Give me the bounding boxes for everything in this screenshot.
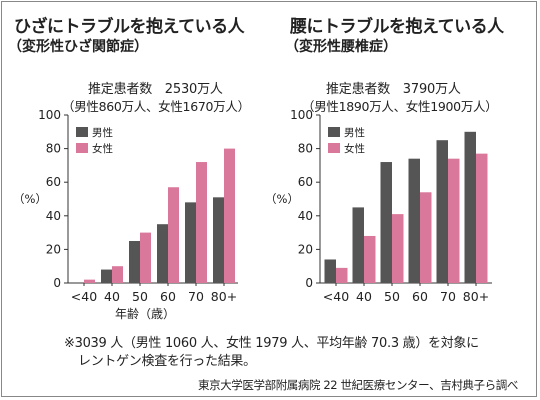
right-bar-male xyxy=(324,259,336,283)
right-y-tick-label: 80 xyxy=(298,142,313,156)
right-bar-female xyxy=(336,267,348,283)
right-bar-female xyxy=(364,235,376,283)
right-bar-male xyxy=(436,140,448,283)
right-bar-female xyxy=(392,214,404,283)
left-y-tick-label: 60 xyxy=(46,175,61,189)
right-x-tick-label: 80+ xyxy=(463,289,489,304)
left-bar-female xyxy=(224,148,235,283)
left-x-tick-label: 70 xyxy=(188,289,204,304)
right-bar-male xyxy=(352,207,364,283)
left-y-tick-label: 80 xyxy=(46,142,61,156)
left-bar-female xyxy=(196,162,207,283)
left-bar-male xyxy=(213,197,224,283)
right-x-tick-label: 60 xyxy=(412,289,428,304)
right-x-tick-label: 70 xyxy=(440,289,456,304)
note-line-2: レントゲン検査を行った結果。 xyxy=(78,354,256,369)
left-x-axis-label: 年齢（歳） xyxy=(115,306,175,321)
right-panel-title: 腰にトラブルを抱えている人 xyxy=(290,17,504,37)
right-bar-male xyxy=(380,162,392,283)
right-bar-female xyxy=(476,153,488,283)
left-breakdown-line: （男性860万人、女性1670万人） xyxy=(62,99,250,114)
right-y-tick-label: 100 xyxy=(290,108,313,122)
right-panel-subtitle: （変形性腰椎症） xyxy=(285,39,397,55)
left-y-tick-label: 20 xyxy=(46,242,61,256)
left-bar-male xyxy=(157,224,168,283)
left-bar-female xyxy=(168,187,179,283)
right-legend-label-male: 男性 xyxy=(344,126,365,139)
right-legend-label-female: 女性 xyxy=(344,142,365,155)
right-y-tick-label: 40 xyxy=(298,209,313,223)
left-x-tick-label: <40 xyxy=(71,289,97,304)
right-legend-swatch-male xyxy=(328,127,340,137)
left-bar-female xyxy=(140,232,151,283)
right-patients-line: 推定患者数 3790万人 xyxy=(326,82,461,97)
left-x-tick-label: 60 xyxy=(160,289,176,304)
left-legend-swatch-female xyxy=(76,143,88,153)
left-bar-male xyxy=(101,269,112,283)
left-y-tick-label: 100 xyxy=(38,108,61,122)
left-legend-label-male: 男性 xyxy=(92,126,113,139)
right-x-tick-label: <40 xyxy=(323,289,349,304)
right-breakdown-line: （男性1890万人、女性1900万人） xyxy=(302,99,498,114)
left-bar-male xyxy=(185,202,196,283)
left-y-axis-label: （%） xyxy=(13,192,47,206)
left-bar-male xyxy=(129,241,140,283)
right-y-tick-label: 60 xyxy=(298,175,313,189)
left-patients-line: 推定患者数 2530万人 xyxy=(88,82,223,97)
source-credit: 東京大学医学部附属病院 22 世紀医療センター、吉村典子ら調べ xyxy=(198,378,518,392)
left-y-tick-label: 0 xyxy=(53,276,61,290)
note-line-1: ※3039 人（男性 1060 人、女性 1979 人、平均年齢 70.3 歳）… xyxy=(64,336,479,351)
left-bar-female xyxy=(84,279,95,283)
left-panel-subtitle: （変形性ひざ関節症） xyxy=(8,39,148,55)
right-bar-male xyxy=(408,158,420,283)
left-x-tick-label: 40 xyxy=(104,289,120,304)
right-bar-female xyxy=(420,192,432,283)
left-y-tick-label: 40 xyxy=(46,209,61,223)
right-bar-male xyxy=(464,131,476,283)
right-bar-female xyxy=(448,158,460,283)
right-x-tick-label: 50 xyxy=(384,289,400,304)
left-panel-title: ひざにトラブルを抱えている人 xyxy=(14,17,245,37)
left-bar-female xyxy=(112,266,123,283)
right-legend-swatch-female xyxy=(328,143,340,153)
left-x-tick-label: 50 xyxy=(132,289,148,304)
left-legend-label-female: 女性 xyxy=(92,142,113,155)
left-legend-swatch-male xyxy=(76,127,88,137)
right-x-tick-label: 40 xyxy=(356,289,372,304)
right-y-axis-label: （%） xyxy=(265,192,299,206)
right-y-tick-label: 20 xyxy=(298,242,313,256)
right-y-tick-label: 0 xyxy=(305,276,313,290)
left-x-tick-label: 80+ xyxy=(211,289,237,304)
